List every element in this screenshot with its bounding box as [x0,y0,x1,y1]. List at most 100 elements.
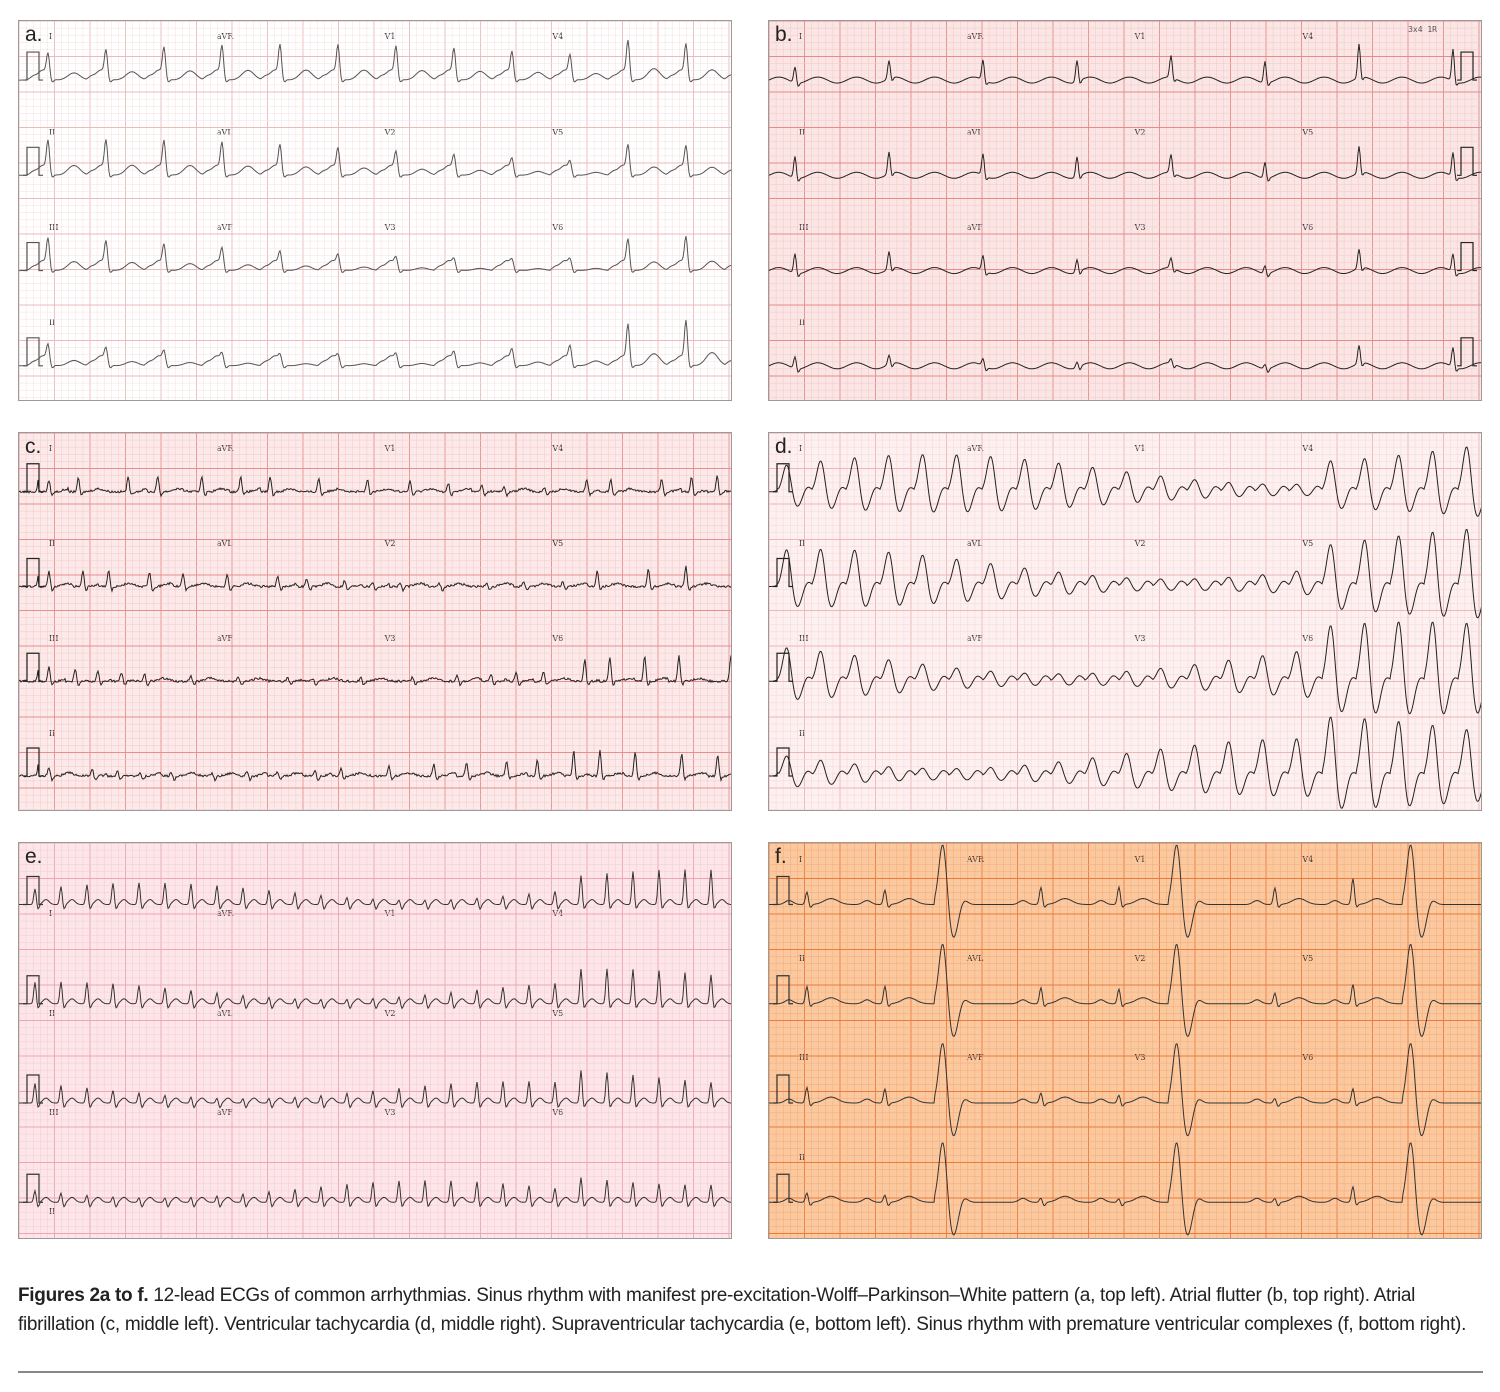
panel-letter: e. [25,845,43,868]
ecg-trace-row-2 [19,139,731,178]
format-label: 3x4 1R [1408,25,1437,34]
lead-label-v1: V1 [1134,32,1146,42]
lead-label-iii: III [799,222,809,232]
lead-label-avr: AVR [966,854,984,864]
lead-label-i: I [799,444,803,454]
ecg-trace-row-4 [19,749,731,783]
ecg-trace-row-2 [769,943,1481,1038]
panel-letter: c. [25,435,42,458]
calibration-pulse [23,241,43,272]
ecg-trace-row-1 [769,844,1481,938]
lead-label-v3: V3 [1134,222,1146,232]
ecg-trace-row-2 [19,968,731,1010]
lead-label-v2: V2 [1134,954,1146,964]
calibration-pulse [23,337,43,367]
lead-label-v6: V6 [1302,633,1314,643]
calibration-pulse [23,652,43,682]
ecg-trace-row-1 [769,43,1481,87]
calibration-pulse [23,146,43,176]
lead-label-v3: V3 [384,633,396,643]
calibration-pulse [773,1074,793,1104]
lead-label-v1: V1 [1134,444,1146,454]
lead-label-v5: V5 [1302,954,1314,964]
ecg-panel-e: IaVRV1V4IIaVLV2V5IIIaVFV3V6IIe. [18,842,732,1239]
lead-label-i: I [799,854,803,864]
calibration-pulse [773,652,793,682]
ecg-trace-row-1 [769,446,1481,517]
lead-label-ii: II [799,728,806,738]
lead-label-ii: II [49,318,56,328]
lead-label-ii: II [799,954,806,964]
lead-label-i: I [49,444,53,454]
lead-label-v3: V3 [384,1107,396,1117]
ecg-grid-and-traces [19,21,731,400]
lead-label-v4: V4 [552,32,564,42]
ecg-trace-row-3 [769,249,1481,278]
lead-label-v6: V6 [1302,1053,1314,1063]
calibration-pulse [23,875,43,906]
calibration-pulse [23,1173,43,1203]
ecg-grid-and-traces [19,433,731,810]
lead-label-v1: V1 [384,444,396,454]
ecg-trace-row-3 [19,655,731,687]
calibration-pulse [1457,337,1477,367]
lead-label-v2: V2 [1134,539,1146,549]
calibration-pulse [773,557,793,588]
calibration-pulse [773,463,793,493]
calibration-pulse [23,463,43,493]
ecg-grid-and-traces [769,433,1481,810]
ecg-trace-row-2 [769,146,1481,182]
lead-label-i: I [799,32,803,42]
lead-label-v5: V5 [552,127,564,137]
calibration-pulse [23,747,43,777]
lead-label-v4: V4 [1302,854,1314,864]
ecg-trace-row-1 [19,475,731,498]
calibration-pulse [1457,146,1477,176]
lead-label-v1: V1 [1134,854,1146,864]
figure-caption: Figures 2a to f. 12-lead ECGs of common … [18,1281,1483,1339]
lead-label-v1: V1 [384,32,396,42]
lead-label-iii: III [49,1107,59,1117]
lead-label-v2: V2 [384,127,396,137]
lead-label-iii: III [49,633,59,643]
ecg-trace-row-1 [19,869,731,911]
lead-label-v6: V6 [552,633,564,643]
panel-letter: a. [25,23,43,46]
lead-label-v3: V3 [384,222,396,232]
lead-label-v2: V2 [1134,127,1146,137]
ecg-trace-row-4 [19,1177,731,1208]
panel-letter: f. [775,845,787,868]
lead-label-v5: V5 [1302,127,1314,137]
lead-label-v3: V3 [1134,633,1146,643]
panel-letter: d. [775,435,793,458]
ecg-trace-row-4 [769,1142,1481,1236]
lead-label-ii: II [799,318,806,328]
calibration-pulse [773,975,793,1005]
ecg-grid-and-traces [769,843,1481,1238]
caption-text: 12-lead ECGs of common arrhythmias. Sinu… [18,1285,1467,1335]
lead-label-v2: V2 [384,539,396,549]
lead-label-v4: V4 [1302,444,1314,454]
lead-label-v4: V4 [1302,32,1314,42]
lead-label-ii: II [49,1207,56,1217]
lead-label-i: I [49,32,53,42]
lead-label-v6: V6 [552,222,564,232]
panel-letter: b. [775,23,793,46]
lead-label-iii: III [799,1053,809,1063]
calibration-pulse [1457,51,1477,81]
lead-label-v6: V6 [552,1107,564,1117]
divider [18,1371,1483,1373]
ecg-trace-row-3 [769,621,1481,715]
caption-label: Figures 2a to f. [18,1285,149,1306]
ecg-grid-and-traces [769,21,1481,400]
ecg-panel-f: I AVR V1 V4 II AVL V2 V5 III AVF V3 V6 II f. [768,842,1482,1239]
lead-label-ii: II [49,728,56,738]
ecg-trace-row-2 [19,565,731,593]
calibration-pulse [773,875,793,906]
ecg-trace-row-1 [19,39,731,83]
lead-label-v3: V3 [1134,1053,1146,1063]
lead-label-iii: III [799,633,809,643]
